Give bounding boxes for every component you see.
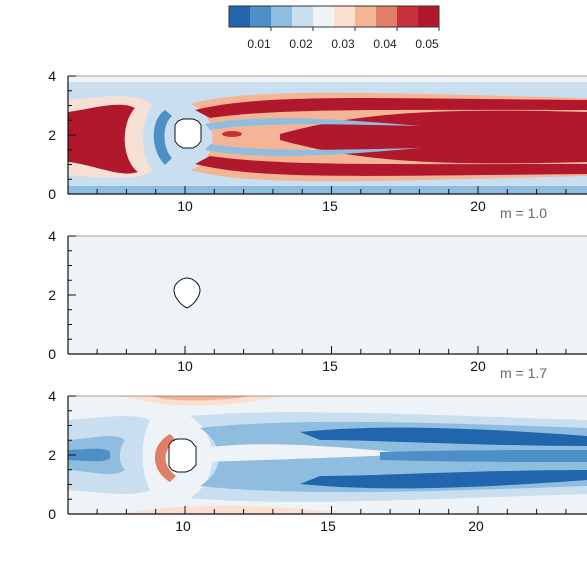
top-blue-band [68,76,587,82]
colorbar-frame [228,5,440,28]
colorbar-swatch [355,6,377,27]
near-body-blue-arc [153,110,172,165]
cylinder-3 [168,438,197,473]
axis-panel-1: 10 15 20 0 2 4 [48,68,587,214]
cylinders [168,118,202,473]
y-tick-label: 0 [48,186,56,202]
x-tick-label: 20 [470,358,486,374]
x-tick-label: 15 [322,198,338,214]
colorbar-swatch [229,6,251,27]
colorbar-swatch [292,6,314,27]
panel-m-1-7 [68,236,587,354]
colorbar-swatch [271,6,293,27]
colorbar-label: 0.03 [331,37,355,51]
y-tick-label: 2 [48,127,56,143]
bottom-orange-band [120,506,340,514]
panel-2-field [68,236,587,354]
bottom-blue-band [68,186,587,194]
wake-center-blue [380,450,587,462]
top-orange-band [120,396,280,406]
wake-dark-lower [300,470,587,489]
y-tick-label: 0 [48,506,56,522]
y-tick-label: 4 [48,228,56,244]
y-tick-label: 4 [48,68,56,84]
x-tick-label: 10 [177,358,193,374]
y-tick-label: 4 [48,388,56,404]
wake-lower-red-streak [195,156,587,176]
cylinder-1 [174,118,202,149]
wake-inner-blue-lower [205,144,420,156]
axis-panel-3: 10 15 20 0 2 4 [48,388,587,534]
wake-upper-red-streak [195,98,587,118]
upstream-red-region [68,104,138,174]
wake-inner-blue-upper [205,118,420,130]
x-tick-label: 20 [468,518,484,534]
top-orange-band-strong [150,396,250,401]
panel-1-field [68,76,587,194]
y-tick-label: 2 [48,447,56,463]
colorbar-swatch [376,6,398,27]
colorbar-label: 0.04 [373,37,397,51]
front-red-ring [155,434,176,482]
panel-2-background [68,236,587,354]
panel-m-1-0 [68,76,587,194]
x-tick-label: 10 [177,198,193,214]
colorbar-labels: 0.01 0.02 0.03 0.04 0.05 [247,27,440,51]
colorbar-label: 0.01 [247,37,271,51]
colorbar-swatch [418,6,440,27]
upstream-blue-core [68,448,110,462]
colorbar-swatch [313,6,335,27]
colorbar: 0.01 0.02 0.03 0.04 0.05 [228,5,440,51]
y-tick-label: 2 [48,287,56,303]
x-tick-label: 15 [322,358,338,374]
axis-panel-2: 10 15 20 0 2 4 [48,228,587,374]
cylinder-2 [173,277,201,309]
colorbar-swatch [250,6,272,27]
x-tick-label: 20 [470,198,486,214]
upstream-light-band [68,96,152,179]
colorbar-swatch [397,6,419,27]
x-tick-label: 15 [320,518,336,534]
panel-captions: m = 1.0 m = 1.7 [500,205,547,381]
panel-3-field [68,396,587,514]
panel-caption: m = 1.0 [500,205,547,221]
wake-dark-upper [300,427,587,446]
panel-caption: m = 1.7 [500,365,547,381]
panel-3 [68,396,587,514]
wake-light-center [205,444,420,462]
colorbar-swatch [334,6,356,27]
y-tick-label: 0 [48,346,56,362]
axes: 10 15 20 0 2 4 10 15 20 0 2 4 10 15 20 0 2 4 [48,68,587,534]
colorbar-label: 0.02 [289,37,313,51]
recirculation-red-spot [222,131,242,137]
x-tick-label: 10 [175,518,191,534]
colorbar-swatches [229,6,440,27]
colorbar-label: 0.05 [415,37,439,51]
